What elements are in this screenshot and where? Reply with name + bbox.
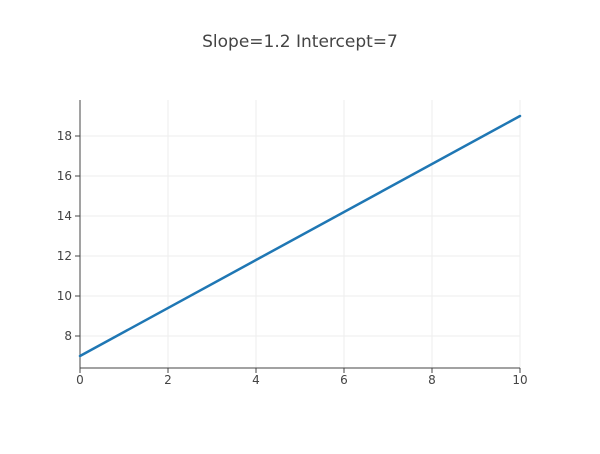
y-tick-label: 12	[57, 249, 72, 263]
x-tick-label: 8	[428, 373, 436, 387]
chart-title: Slope=1.2 Intercept=7	[202, 32, 398, 52]
y-tick-label: 10	[57, 289, 72, 303]
x-tick-label: 10	[512, 373, 527, 387]
grid-lines	[80, 100, 521, 368]
y-tick-label: 8	[64, 329, 72, 343]
x-tick-label: 6	[340, 373, 348, 387]
x-tick-label: 4	[252, 373, 260, 387]
x-tick-label: 2	[164, 373, 172, 387]
series-line	[78, 114, 522, 358]
y-tick-label: 16	[57, 169, 72, 183]
series-layer	[78, 114, 522, 358]
y-tick-label: 14	[57, 209, 72, 223]
tick-labels: 8 10 12 14 16 18 0 2 4 6 8 10	[57, 129, 528, 387]
axes	[75, 100, 521, 373]
y-tick-label: 18	[57, 129, 72, 143]
x-tick-label: 0	[76, 373, 84, 387]
